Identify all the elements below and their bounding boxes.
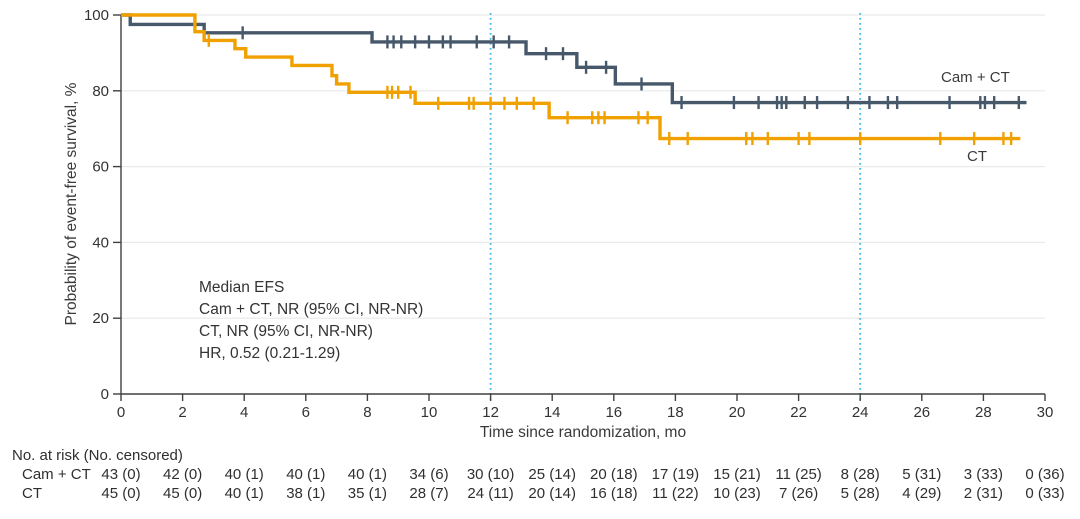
risk-count: 15 (21) — [713, 466, 761, 483]
risk-count: 20 (14) — [528, 485, 576, 502]
risk-count: 34 (6) — [409, 466, 449, 483]
median-efs-annotation: Median EFS Cam + CT, NR (95% CI, NR-NR) … — [199, 277, 423, 365]
risk-row-label-ct: CT — [22, 485, 42, 502]
x-axis-title: Time since randomization, mo — [479, 424, 687, 441]
x-tick-label: 0 — [117, 404, 125, 421]
x-tick-label: 26 — [913, 404, 930, 421]
risk-count: 30 (10) — [466, 466, 515, 483]
risk-count: 4 (29) — [902, 485, 942, 502]
y-tick-label: 20 — [92, 310, 109, 327]
risk-count: 45 (0) — [163, 485, 203, 502]
risk-count: 20 (18) — [590, 466, 638, 483]
x-tick-label: 16 — [605, 404, 622, 421]
x-tick-label: 12 — [482, 404, 499, 421]
x-tick-label: 22 — [790, 404, 807, 421]
x-tick-label: 10 — [421, 404, 438, 421]
risk-row-label-camct: Cam + CT — [22, 466, 91, 483]
risk-count: 11 (22) — [652, 485, 699, 502]
y-tick-label: 80 — [92, 83, 109, 100]
risk-count: 17 (19) — [651, 466, 700, 483]
risk-count: 11 (25) — [775, 466, 822, 483]
km-curve-ct — [121, 13, 1021, 141]
risk-count: 0 (36) — [1025, 466, 1065, 483]
y-tick-label: 40 — [92, 234, 109, 251]
x-tick-label: 6 — [302, 404, 310, 421]
risk-count: 5 (31) — [902, 466, 942, 483]
x-tick-label: 14 — [544, 404, 561, 421]
risk-count: 45 (0) — [101, 485, 141, 502]
annotation-line-ct: CT, NR (95% CI, NR-NR) — [199, 323, 373, 340]
x-tick-label: 30 — [1037, 404, 1054, 421]
x-tick-label: 28 — [975, 404, 992, 421]
risk-count: 5 (28) — [840, 485, 880, 502]
risk-count: 40 (1) — [347, 466, 387, 483]
risk-count: 40 (1) — [286, 466, 326, 483]
x-tick-label: 20 — [729, 404, 746, 421]
curve-label-ct: CT — [967, 148, 987, 165]
x-tick-label: 2 — [178, 404, 186, 421]
x-tick-label: 8 — [363, 404, 371, 421]
risk-count: 28 (7) — [409, 485, 449, 502]
risk-count: 16 (18) — [590, 485, 638, 502]
risk-count: 43 (0) — [101, 466, 141, 483]
y-tick-label: 100 — [84, 7, 109, 24]
risk-count: 40 (1) — [224, 466, 264, 483]
risk-count: 7 (26) — [779, 485, 819, 502]
risk-table-header: No. at risk (No. censored) — [12, 447, 183, 464]
annotation-line-camct: Cam + CT, NR (95% CI, NR-NR) — [199, 301, 424, 318]
y-tick-label: 0 — [101, 386, 109, 403]
x-tick-label: 4 — [240, 404, 248, 421]
risk-count: 38 (1) — [286, 485, 326, 502]
km-curve-cam---ct — [121, 13, 1027, 105]
risk-count: 42 (0) — [163, 466, 203, 483]
risk-count: 8 (28) — [840, 466, 880, 483]
y-tick-label: 60 — [92, 159, 109, 176]
annotation-line-hr: HR, 0.52 (0.21-1.29) — [199, 345, 341, 362]
risk-count: 40 (1) — [224, 485, 264, 502]
risk-count: 2 (31) — [963, 485, 1003, 502]
y-axis-title: Probability of event-free survival, % — [63, 82, 80, 326]
risk-count: 24 (11) — [467, 485, 514, 502]
risk-count: 3 (33) — [963, 466, 1003, 483]
risk-count: 25 (14) — [528, 466, 576, 483]
curve-label-camct: Cam + CT — [941, 69, 1010, 86]
annotation-line-median: Median EFS — [199, 279, 285, 296]
x-tick-label: 18 — [667, 404, 684, 421]
risk-count: 0 (33) — [1025, 485, 1065, 502]
risk-count: 35 (1) — [347, 485, 387, 502]
x-tick-label: 24 — [852, 404, 869, 421]
risk-count: 10 (23) — [713, 485, 761, 502]
